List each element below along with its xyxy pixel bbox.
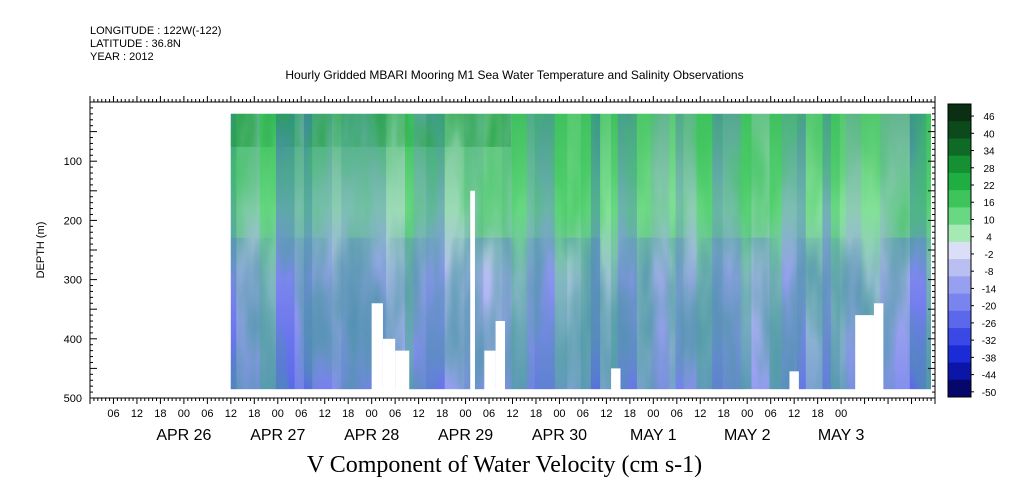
colorbar-swatch: [948, 276, 971, 295]
y-tick-label: 500: [64, 393, 82, 405]
variable-label: V Component of Water Velocity (cm s-1): [306, 452, 703, 478]
colorbar-label: -20: [982, 302, 997, 313]
no-data-gap: [611, 368, 621, 391]
x-hour-label: 00: [272, 408, 284, 420]
x-hour-label: 18: [530, 408, 542, 420]
no-data-gap: [371, 303, 383, 391]
x-hour-label: 06: [389, 408, 401, 420]
x-date-label: APR 26: [156, 427, 211, 444]
y-tick-label: 300: [64, 275, 82, 287]
x-hour-label: 00: [835, 408, 847, 420]
x-date-label: APR 29: [438, 427, 493, 444]
x-hour-label: 06: [201, 408, 213, 420]
colorbar-swatch: [948, 328, 971, 346]
x-hour-label: 18: [342, 408, 354, 420]
x-hour-label: 06: [577, 408, 589, 420]
colorbar-label: 28: [983, 164, 995, 175]
x-hour-label: 00: [459, 408, 471, 420]
colorbar-swatch: [948, 224, 971, 243]
x-hour-label: 12: [319, 408, 331, 420]
no-data-gap: [873, 303, 884, 391]
colorbar-label: -8: [985, 267, 994, 278]
x-hour-label: 12: [412, 408, 424, 420]
x-hour-label: 00: [553, 408, 565, 420]
x-date-label: MAY 2: [724, 427, 771, 444]
colorbar-swatch: [948, 207, 971, 226]
y-tick-label: 400: [64, 334, 82, 346]
colorbar-label: -26: [982, 319, 997, 330]
chart-title: Hourly Gridded MBARI Mooring M1 Sea Wate…: [285, 68, 744, 82]
x-hour-label: 12: [506, 408, 518, 420]
colorbar-swatch: [948, 121, 971, 139]
y-axis-label: DEPTH (m): [35, 222, 47, 279]
no-data-gap: [495, 321, 505, 391]
x-hour-label: 06: [765, 408, 777, 420]
x-hour-label: 00: [178, 408, 190, 420]
x-hour-label: 12: [225, 408, 237, 420]
colorbar-label: 10: [983, 215, 995, 226]
colorbar-label: 40: [983, 129, 995, 140]
heatmap-blotch-blue: [230, 237, 932, 390]
colorbar-label: -50: [982, 388, 997, 399]
x-hour-label: 06: [483, 408, 495, 420]
latitude-label: LATITUDE : 36.8N: [90, 38, 181, 50]
no-data-gap: [382, 338, 396, 391]
y-tick-label: 100: [64, 156, 82, 168]
x-hour-label: 18: [154, 408, 166, 420]
colorbar-label: -2: [985, 250, 994, 261]
colorbar-swatch: [948, 259, 971, 277]
no-data-gap: [395, 350, 410, 391]
colorbar-label: 4: [986, 233, 992, 244]
x-hour-label: 18: [718, 408, 730, 420]
colorbar-swatch: [948, 138, 971, 157]
x-hour-label: 00: [741, 408, 753, 420]
colorbar-label: -14: [982, 284, 997, 295]
colorbar-label: -44: [982, 371, 997, 382]
x-hour-label: 18: [812, 408, 824, 420]
x-hour-label: 18: [436, 408, 448, 420]
x-date-label: MAY 3: [818, 427, 865, 444]
no-data-gap: [470, 190, 475, 391]
colorbar-label: -32: [982, 336, 997, 347]
x-hour-label: 00: [647, 408, 659, 420]
no-data-gap: [855, 315, 874, 391]
colorbar-swatch: [948, 310, 971, 329]
x-date-label: MAY 1: [630, 427, 677, 444]
x-hour-label: 06: [295, 408, 307, 420]
colorbar-swatch: [948, 345, 971, 364]
year-label: YEAR : 2012: [90, 51, 154, 63]
colorbar-swatch: [948, 293, 971, 312]
x-hour-label: 18: [248, 408, 260, 420]
x-hour-label: 12: [788, 408, 800, 420]
colorbar-label: 34: [983, 147, 995, 158]
colorbar-swatch: [948, 241, 971, 260]
colorbar-label: 16: [983, 198, 995, 209]
colorbar-swatch: [948, 104, 971, 122]
x-date-label: APR 27: [250, 427, 305, 444]
x-hour-label: 06: [107, 408, 119, 420]
colorbar-label: -38: [982, 353, 997, 364]
x-hour-label: 00: [366, 408, 378, 420]
x-date-label: APR 28: [344, 427, 399, 444]
colorbar-label: 22: [983, 181, 995, 192]
x-hour-label: 12: [694, 408, 706, 420]
x-hour-label: 06: [671, 408, 683, 420]
x-hour-label: 18: [624, 408, 636, 420]
x-date-label: APR 30: [532, 427, 587, 444]
colorbar-swatch: [948, 172, 971, 191]
colorbar-swatch: [948, 155, 971, 174]
longitude-label: LONGITUDE : 122W(-122): [90, 25, 222, 37]
heatmap-blotch-surface: [230, 113, 511, 147]
colorbar-label: 46: [983, 112, 995, 123]
no-data-gap: [789, 371, 799, 391]
no-data-gap: [484, 350, 496, 391]
x-hour-label: 12: [600, 408, 612, 420]
colorbar-swatch: [948, 362, 971, 381]
colorbar-frame: [947, 103, 972, 398]
x-hour-label: 12: [131, 408, 143, 420]
y-tick-label: 200: [64, 215, 82, 227]
colorbar-swatch: [948, 379, 971, 398]
colorbar-swatch: [948, 190, 971, 208]
